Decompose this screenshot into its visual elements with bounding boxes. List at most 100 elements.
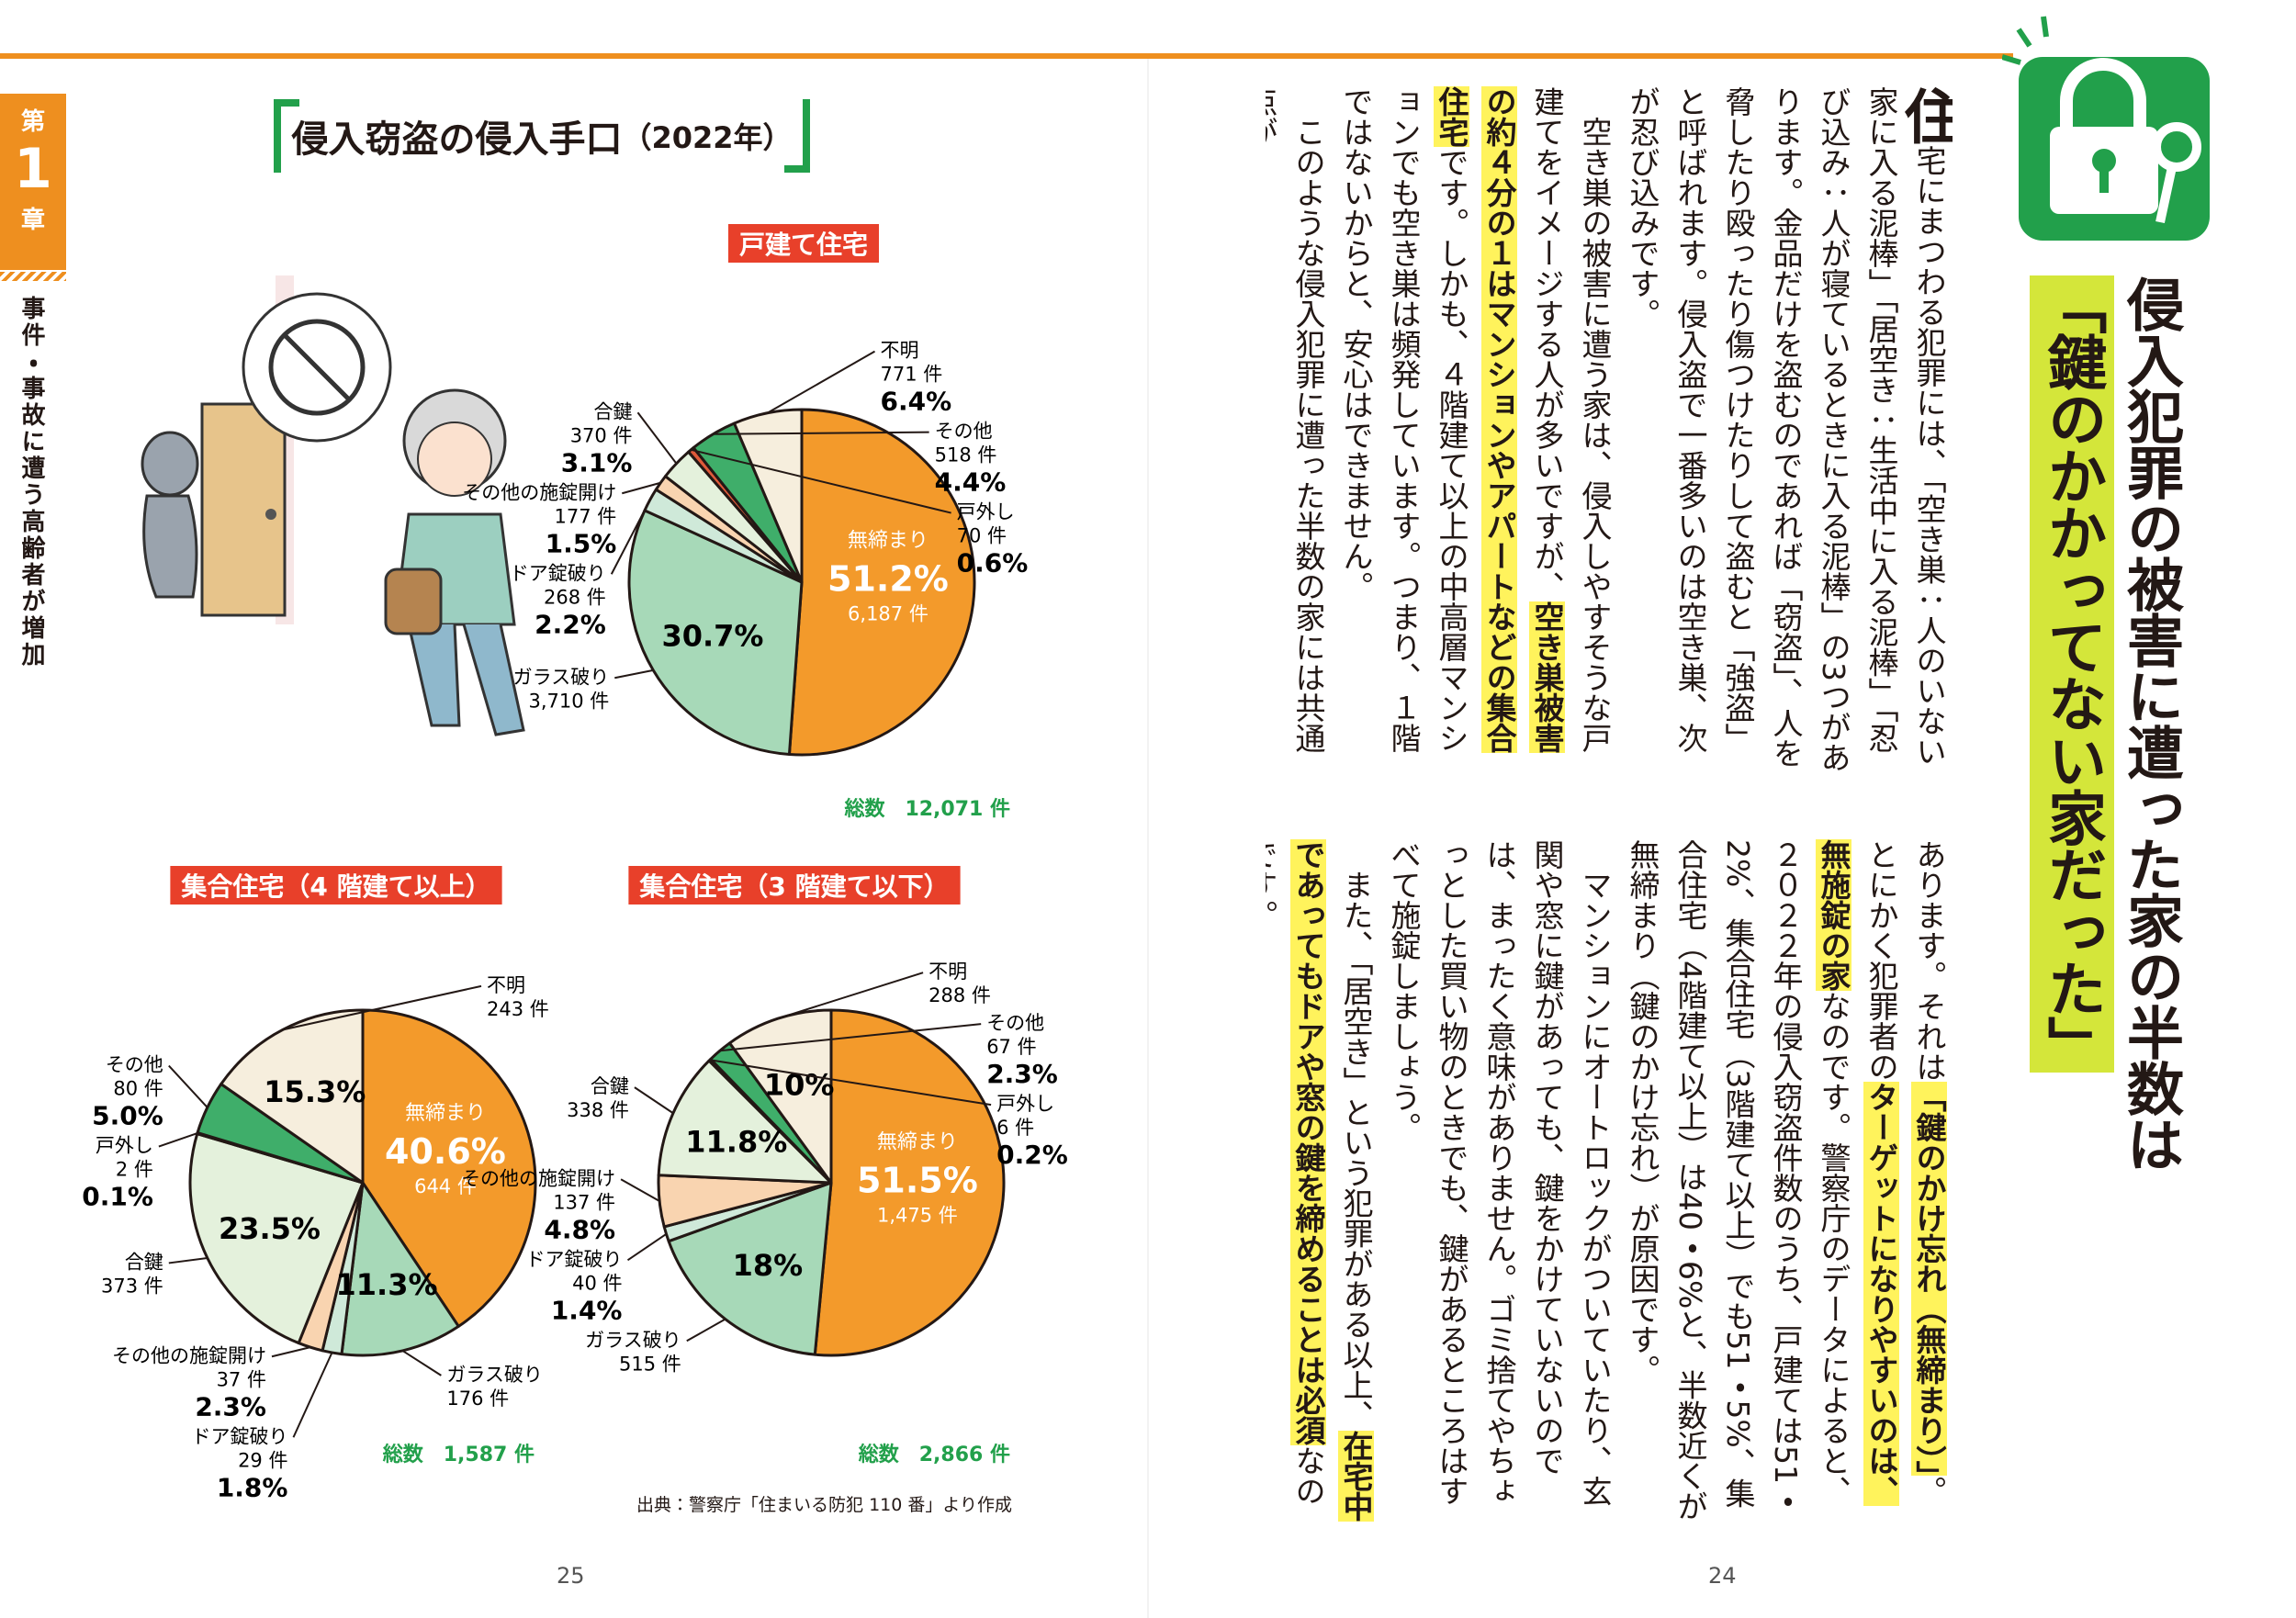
- chapter-suffix: 章: [20, 207, 45, 234]
- slice-name: 無締まり: [848, 529, 929, 552]
- panel-year: （2022年）: [622, 120, 793, 155]
- leader-line: [292, 1352, 333, 1438]
- text-run: また、「居空き」という犯罪がある以上、: [1338, 870, 1374, 1431]
- leader-line: [271, 1346, 311, 1358]
- panel-title: 侵入窃盗の侵入手口: [291, 118, 623, 161]
- slice-name: ドア錠破り: [510, 562, 606, 584]
- handbag: [384, 567, 443, 635]
- slice-value: 15.3%: [264, 1074, 366, 1109]
- illustration: [141, 275, 525, 736]
- slice-name: ガラス破り: [513, 666, 610, 688]
- slice-name: その他の施錠開け: [461, 1167, 615, 1189]
- source-note: 出典：警察庁「住まいる防犯 110 番」より作成: [636, 1495, 1012, 1515]
- slice-name: その他の施錠開け: [462, 481, 616, 503]
- chapter-title: 事件・事故に遭う高齢者が増加: [17, 296, 45, 669]
- leader-line: [282, 984, 482, 1031]
- text-run: このような侵入犯罪に遭った半数の家には共通点が: [1266, 86, 1326, 753]
- key-head: [2152, 122, 2201, 172]
- body-upper: 住宅にまつわる犯罪には、「空き巣：人のいない家に入る泥棒」「居空き：生活中に入る…: [1266, 86, 1953, 777]
- slice-value: 0.1%: [82, 1182, 153, 1212]
- slice-value: 3.1%: [561, 447, 633, 478]
- slice-count: 70 件: [957, 525, 1007, 547]
- leader-line: [777, 972, 924, 1020]
- slice-value: 0.2%: [996, 1140, 1068, 1170]
- slice-count: 37 件: [217, 1368, 266, 1390]
- slice-name: 戸外し: [996, 1093, 1054, 1115]
- paragraph: また、「居空き」という犯罪がある以上、在宅中であってもドアや窓の鍵を締めることは…: [1266, 839, 1379, 1530]
- chart-title: 戸建て住宅: [739, 230, 868, 260]
- heading-line-2: 「鍵のかかってない家だった」: [2030, 275, 2114, 1073]
- chart-title-box: [170, 866, 502, 905]
- slice-name: ガラス破り: [585, 1329, 681, 1351]
- total-label: 総数 12,071 件: [843, 797, 1010, 821]
- slice-name: 合鍵: [591, 1075, 629, 1097]
- leader-line: [691, 448, 951, 514]
- slice-value: 2.3%: [986, 1059, 1058, 1089]
- page-number-right: 24: [1708, 1563, 1737, 1589]
- slice-value: 23.5%: [219, 1211, 321, 1246]
- chart-title: 集合住宅（3 階建て以下）: [638, 871, 949, 902]
- leader-line: [622, 481, 661, 495]
- slice-count: 29 件: [238, 1449, 287, 1471]
- slice-value: 6.4%: [881, 387, 952, 417]
- bracket-top: [281, 99, 299, 107]
- leader-line: [168, 1064, 208, 1108]
- slice-value: 1.4%: [551, 1295, 623, 1325]
- text-run: です。しかも、４階建て以上の中高層マンションでも空き巣は頻発しています。つまり、…: [1338, 86, 1469, 753]
- slice-count: 177 件: [555, 505, 617, 527]
- leader-line: [614, 669, 654, 680]
- slice-value: 2.3%: [195, 1391, 266, 1421]
- slice-count: 6,187 件: [848, 602, 929, 624]
- slice-name: 不明: [929, 961, 967, 983]
- slice-value: 4.4%: [935, 467, 1007, 498]
- chapter-label: 第: [20, 108, 45, 136]
- spine: [1147, 59, 1149, 1618]
- total-label: 総数 2,866 件: [858, 1443, 1010, 1466]
- slice-value: 40.6%: [385, 1131, 506, 1172]
- slice-count: 3,710 件: [528, 690, 609, 712]
- slice-value: 1.5%: [546, 528, 617, 558]
- slice-count: 243 件: [487, 998, 549, 1020]
- slice-value: 10%: [764, 1068, 835, 1103]
- leader-line: [634, 1086, 674, 1115]
- total-label: 総数 1,587 件: [382, 1443, 535, 1466]
- text-run: なのです。: [1266, 839, 1326, 1506]
- accent: [2041, 16, 2049, 38]
- slice-name: 不明: [487, 974, 525, 996]
- slice-count: 518 件: [935, 444, 997, 466]
- slice-name: ドア錠破り: [191, 1425, 287, 1447]
- burglar-body: [142, 494, 198, 599]
- slice-count: 137 件: [553, 1191, 615, 1213]
- leader-line: [610, 499, 651, 575]
- pie-slice: [657, 1059, 833, 1185]
- pie-slice: [732, 408, 804, 584]
- slice-name: その他: [106, 1054, 163, 1076]
- slice-count: 40 件: [572, 1272, 622, 1294]
- slice-count: 80 件: [113, 1078, 163, 1100]
- page-number-left: 25: [557, 1563, 585, 1589]
- slice-name: その他: [935, 421, 993, 443]
- slice-name: その他: [986, 1012, 1044, 1034]
- burglar-head: [141, 431, 199, 497]
- slice-count: 338 件: [567, 1099, 629, 1121]
- woman-legs: [407, 624, 525, 736]
- chart-title-box: [727, 224, 880, 263]
- leader-line: [636, 411, 678, 465]
- slice-name: 不明: [881, 340, 919, 362]
- slice-value: 11.8%: [685, 1125, 787, 1160]
- chapter-tab: 第 1 章: [0, 94, 66, 270]
- slice-name: 戸外し: [96, 1135, 153, 1157]
- slice-count: 373 件: [101, 1275, 163, 1297]
- slice-value: 1.8%: [217, 1472, 288, 1502]
- heading-line-1: 侵入犯罪の被害に遭った家の半数は: [2117, 275, 2184, 1172]
- text-run: あります。それは: [1911, 839, 1947, 1082]
- accent: [2016, 28, 2032, 48]
- accent: [2002, 54, 2021, 65]
- slice-value: 5.0%: [92, 1101, 163, 1131]
- leader-line: [401, 1350, 442, 1376]
- pie-slice: [188, 1132, 365, 1345]
- leader-line: [686, 1318, 726, 1343]
- key-shaft: [2155, 165, 2177, 224]
